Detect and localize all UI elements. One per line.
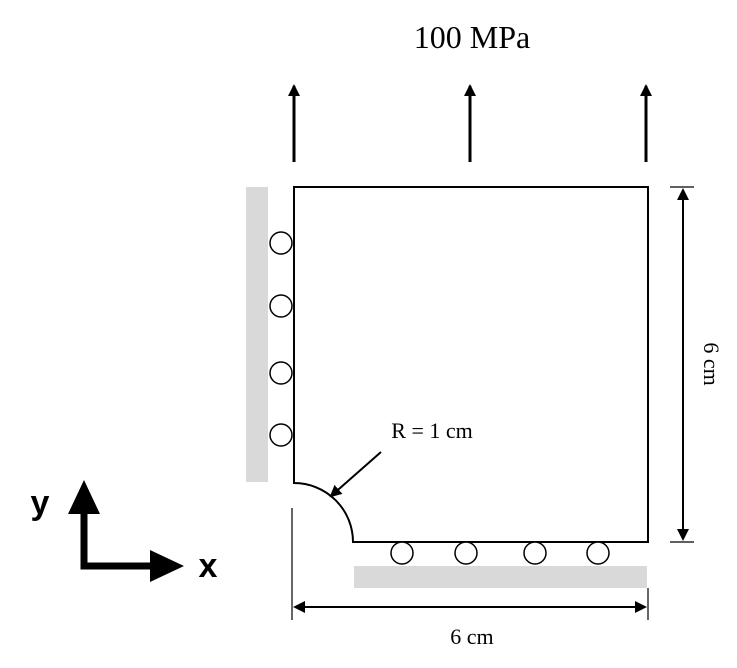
left-support-wall <box>246 187 268 482</box>
coordinate-axes: y x <box>31 480 218 585</box>
height-dimension <box>670 186 694 543</box>
roller-left-1 <box>269 231 293 255</box>
roller-left-4 <box>269 423 293 447</box>
plate-outline <box>293 186 649 543</box>
y-axis-label: y <box>31 484 50 522</box>
y-axis-arrowhead <box>68 480 100 514</box>
roller-left-2 <box>269 294 293 318</box>
height-label: 6 cm <box>699 342 724 385</box>
bottom-support-wall <box>354 566 647 588</box>
roller-bottom-4 <box>586 541 610 565</box>
load-arrows <box>288 84 652 162</box>
roller-bottom-1 <box>390 541 414 565</box>
radius-leader-arrow <box>329 451 382 498</box>
load-label: 100 MPa <box>414 19 530 55</box>
width-label: 6 cm <box>450 624 493 649</box>
roller-bottom-3 <box>523 541 547 565</box>
bottom-rollers <box>390 541 610 565</box>
x-axis-arrowhead <box>150 550 184 582</box>
width-dimension <box>291 508 649 620</box>
radius-label: R = 1 cm <box>391 418 472 443</box>
roller-left-3 <box>269 361 293 385</box>
axes-lines <box>80 500 158 570</box>
roller-bottom-2 <box>454 541 478 565</box>
left-rollers <box>269 231 293 447</box>
x-axis-label: x <box>199 547 218 585</box>
